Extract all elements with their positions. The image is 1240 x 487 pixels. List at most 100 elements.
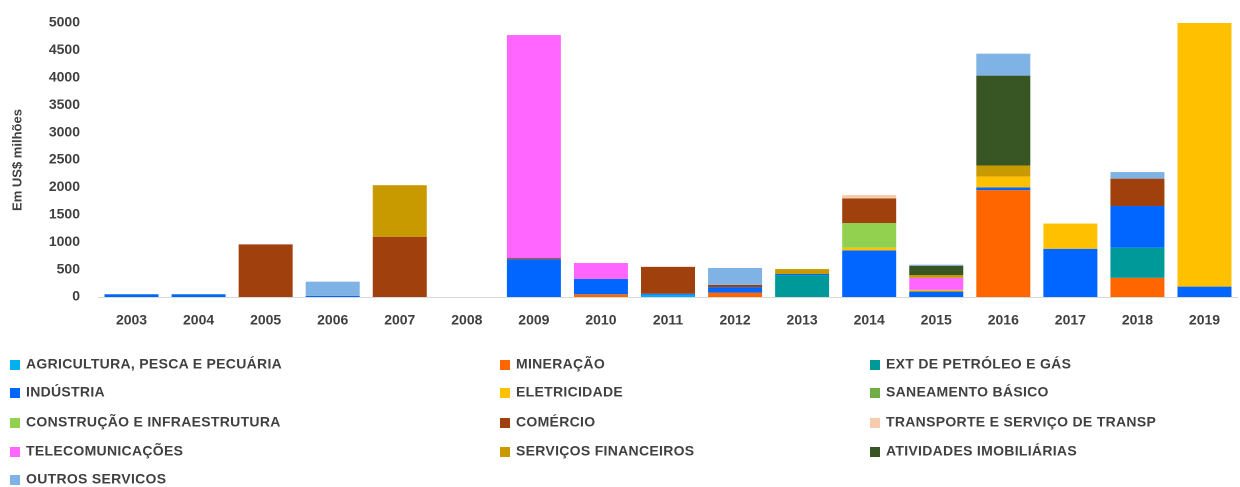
y-tick-label: 0 <box>72 288 80 304</box>
legend-swatch <box>870 388 880 398</box>
x-tick-label: 2013 <box>787 312 818 328</box>
bar-segment <box>1110 178 1165 207</box>
legend-label: SANEAMENTO BÁSICO <box>886 384 1049 400</box>
bar-segment <box>641 266 696 294</box>
legend-swatch <box>500 418 510 428</box>
bar-segment <box>238 244 293 297</box>
bar-segment <box>305 295 360 297</box>
bar-segment <box>842 198 897 224</box>
legend-label: ELETRICIDADE <box>516 384 623 400</box>
x-tick-label: 2016 <box>988 312 1019 328</box>
x-tick-label: 2017 <box>1055 312 1086 328</box>
bar-segment <box>909 275 964 278</box>
x-tick-label: 2019 <box>1189 312 1220 328</box>
y-tick-label: 1000 <box>49 233 80 249</box>
y-tick-label: 3500 <box>49 96 80 112</box>
bar-segment <box>641 294 696 297</box>
legend-swatch <box>10 388 20 398</box>
legend-swatch <box>10 475 20 485</box>
bar-segment <box>1043 248 1098 297</box>
legend-swatch <box>870 418 880 428</box>
bar-segment <box>976 75 1031 166</box>
legend-label: TELECOMUNICAÇÕES <box>26 442 183 459</box>
x-tick-label: 2007 <box>384 312 415 328</box>
bar-segment <box>372 185 427 237</box>
legend-label: CONSTRUÇÃO E INFRAESTRUTURA <box>26 413 281 430</box>
bar-segment <box>305 281 360 296</box>
bar-segment <box>842 250 897 297</box>
legend-label: MINERAÇÃO <box>516 355 605 372</box>
legend-swatch <box>870 360 880 370</box>
bar-segment <box>573 278 628 295</box>
bar-segment <box>1177 286 1232 297</box>
bar-segment <box>1110 247 1165 278</box>
bar-segment <box>1110 277 1165 297</box>
bar-segment <box>708 287 763 293</box>
legend-swatch <box>10 447 20 457</box>
bar-segment <box>909 277 964 290</box>
bar-segment <box>506 259 561 297</box>
x-tick-label: 2014 <box>854 312 885 328</box>
legend-swatch <box>10 360 20 370</box>
y-tick-label: 1500 <box>49 206 80 222</box>
bar-segment <box>708 292 763 297</box>
legend-label: ATIVIDADES IMOBILIÁRIAS <box>886 443 1077 459</box>
y-tick-label: 3000 <box>49 123 80 139</box>
x-tick-label: 2018 <box>1122 312 1153 328</box>
x-tick-label: 2011 <box>653 312 684 328</box>
bar-segment <box>641 293 696 295</box>
y-tick-label: 4500 <box>49 41 80 57</box>
bar-segment <box>506 258 561 260</box>
legend-label: TRANSPORTE E SERVIÇO DE TRANSP <box>886 414 1156 430</box>
legend-swatch <box>500 360 510 370</box>
x-tick-label: 2008 <box>451 312 482 328</box>
legend-label: INDÚSTRIA <box>26 383 105 400</box>
x-tick-label: 2010 <box>585 312 616 328</box>
y-tick-label: 2500 <box>49 151 80 167</box>
bar-segment <box>775 269 830 274</box>
bar-segment <box>909 291 964 297</box>
bar-segment <box>976 176 1031 188</box>
bar-segment <box>842 247 897 251</box>
legend-swatch <box>10 418 20 428</box>
bar-segment <box>842 195 897 199</box>
legend-label: EXT DE PETRÓLEO E GÁS <box>886 355 1071 372</box>
bar-segment <box>171 294 226 297</box>
y-tick-label: 2000 <box>49 178 80 194</box>
legend-swatch <box>870 447 880 457</box>
bar-segment <box>976 190 1031 297</box>
legend-label: AGRICULTURA, PESCA E PECUÁRIA <box>26 356 282 372</box>
legend-swatch <box>500 388 510 398</box>
bar-segment <box>976 187 1031 191</box>
x-tick-label: 2009 <box>518 312 549 328</box>
bar-segment <box>775 275 830 297</box>
bar-segment <box>909 264 964 266</box>
bar-segment <box>573 294 628 297</box>
bar-segment <box>104 294 159 297</box>
bar-segment <box>842 223 897 248</box>
bar-segment <box>506 35 561 259</box>
legend-swatch <box>500 447 510 457</box>
bar-segment <box>976 53 1031 76</box>
y-axis-label: Em US$ milhões <box>9 109 24 211</box>
y-tick-label: 500 <box>57 260 81 276</box>
legend-label: SERVIÇOS FINANCEIROS <box>516 443 694 459</box>
bar-segment <box>1110 172 1165 179</box>
x-tick-label: 2003 <box>116 312 147 328</box>
bar-segment <box>708 284 763 288</box>
legend-label: OUTROS SERVICOS <box>26 471 166 487</box>
bar-segment <box>909 265 964 276</box>
bar-segment <box>573 263 628 279</box>
x-tick-label: 2005 <box>250 312 281 328</box>
y-tick-label: 4000 <box>49 69 80 85</box>
bar-segment <box>976 165 1031 177</box>
bar-segment <box>775 273 830 276</box>
bar-segment <box>909 289 964 292</box>
x-tick-label: 2015 <box>921 312 952 328</box>
legend-label: COMÉRCIO <box>516 414 595 430</box>
bar-segment <box>1043 223 1098 249</box>
bar-segment <box>1110 206 1165 248</box>
x-tick-label: 2006 <box>317 312 348 328</box>
bar-segment <box>1177 23 1232 287</box>
